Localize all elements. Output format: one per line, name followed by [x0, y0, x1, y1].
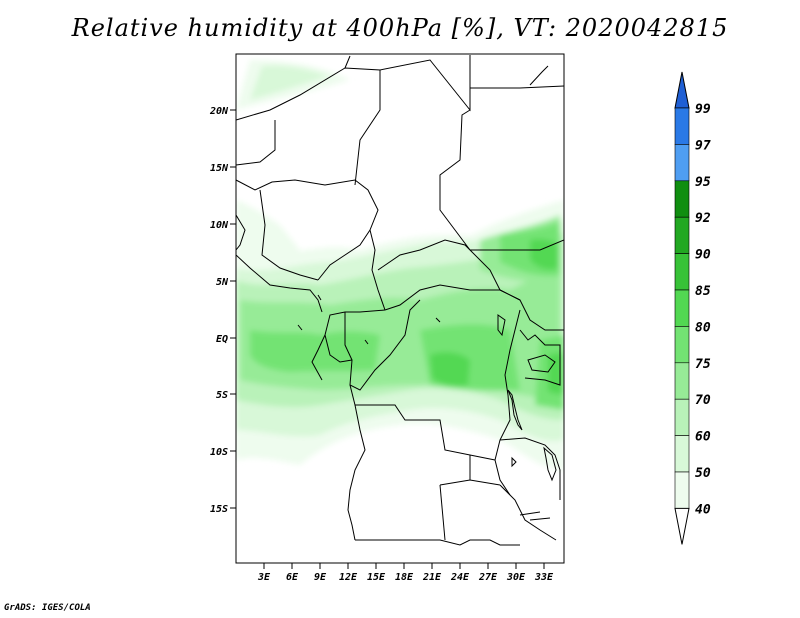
- colorbar-segment: [674, 216, 690, 254]
- grads-credit: GrADS: IGES/COLA: [4, 603, 91, 613]
- colorbar-segment: [674, 253, 690, 291]
- colorbar-segment: [674, 71, 690, 109]
- colorbar-segment: [674, 144, 690, 182]
- lon-tick-label: 12E: [339, 572, 358, 583]
- lat-tick-label: 5N: [216, 277, 229, 288]
- lat-tick-label: 10S: [210, 447, 228, 458]
- colorbar-label: 97: [695, 138, 711, 153]
- lat-tick-label: 15S: [210, 504, 228, 515]
- lat-tick-label: 5S: [216, 390, 228, 401]
- lat-tick-label: EQ: [216, 334, 228, 345]
- country-borders: [236, 55, 564, 546]
- colorbar-label: 70: [695, 393, 711, 408]
- colorbar-segment: [674, 398, 690, 436]
- lat-tick-label: 20N: [209, 106, 229, 117]
- lon-tick-label: 24E: [450, 572, 470, 583]
- colorbar-label: 75: [695, 357, 711, 372]
- lat-tick-label: 10N: [210, 220, 229, 231]
- lon-tick-label: 33E: [534, 572, 554, 583]
- colorbar-segment: [674, 507, 690, 545]
- lon-tick-label: 15E: [367, 572, 386, 583]
- colorbar-label: 99: [695, 102, 711, 117]
- colorbar-segment: [674, 435, 690, 473]
- colorbar-label: 92: [695, 211, 711, 226]
- lon-tick-label: 18E: [395, 572, 414, 583]
- colorbar-label: 80: [695, 320, 711, 335]
- lon-tick-label: 27E: [478, 572, 498, 583]
- map-frame: [235, 53, 565, 564]
- colorbar-label: 50: [695, 466, 711, 481]
- lon-tick-label: 30E: [506, 572, 526, 583]
- colorbar-segment: [674, 362, 690, 400]
- lon-tick-label: 21E: [422, 572, 442, 583]
- colorbar-label: 85: [695, 284, 711, 299]
- colorbar-segment: [674, 289, 690, 327]
- lon-tick-label: 9E: [314, 572, 327, 583]
- colorbar-label: 95: [695, 175, 711, 190]
- longitude-axis: 3E 6E 9E 12E 15E 18E 21E 24E 27E 30E 33E: [257, 563, 554, 583]
- colorbar-segment: [674, 326, 690, 364]
- lon-tick-label: 3E: [257, 572, 271, 583]
- colorbar-segment: [674, 471, 690, 509]
- colorbar-segment: [674, 180, 690, 218]
- colorbar-label: 90: [695, 248, 711, 263]
- colorbar-segment: [674, 107, 690, 145]
- lat-tick-label: 15N: [210, 163, 229, 174]
- lon-tick-label: 6E: [286, 572, 299, 583]
- colorbar-label: 40: [695, 502, 711, 517]
- latitude-axis: 20N 15N 10N 5N EQ 5S 10S 15S: [209, 106, 236, 515]
- colorbar: 99 97 95 92 90 85 80 75 70 60 50 40: [674, 71, 711, 545]
- colorbar-label: 60: [695, 430, 711, 445]
- map-title: Relative humidity at 400hPa [%], VT: 202…: [71, 14, 729, 42]
